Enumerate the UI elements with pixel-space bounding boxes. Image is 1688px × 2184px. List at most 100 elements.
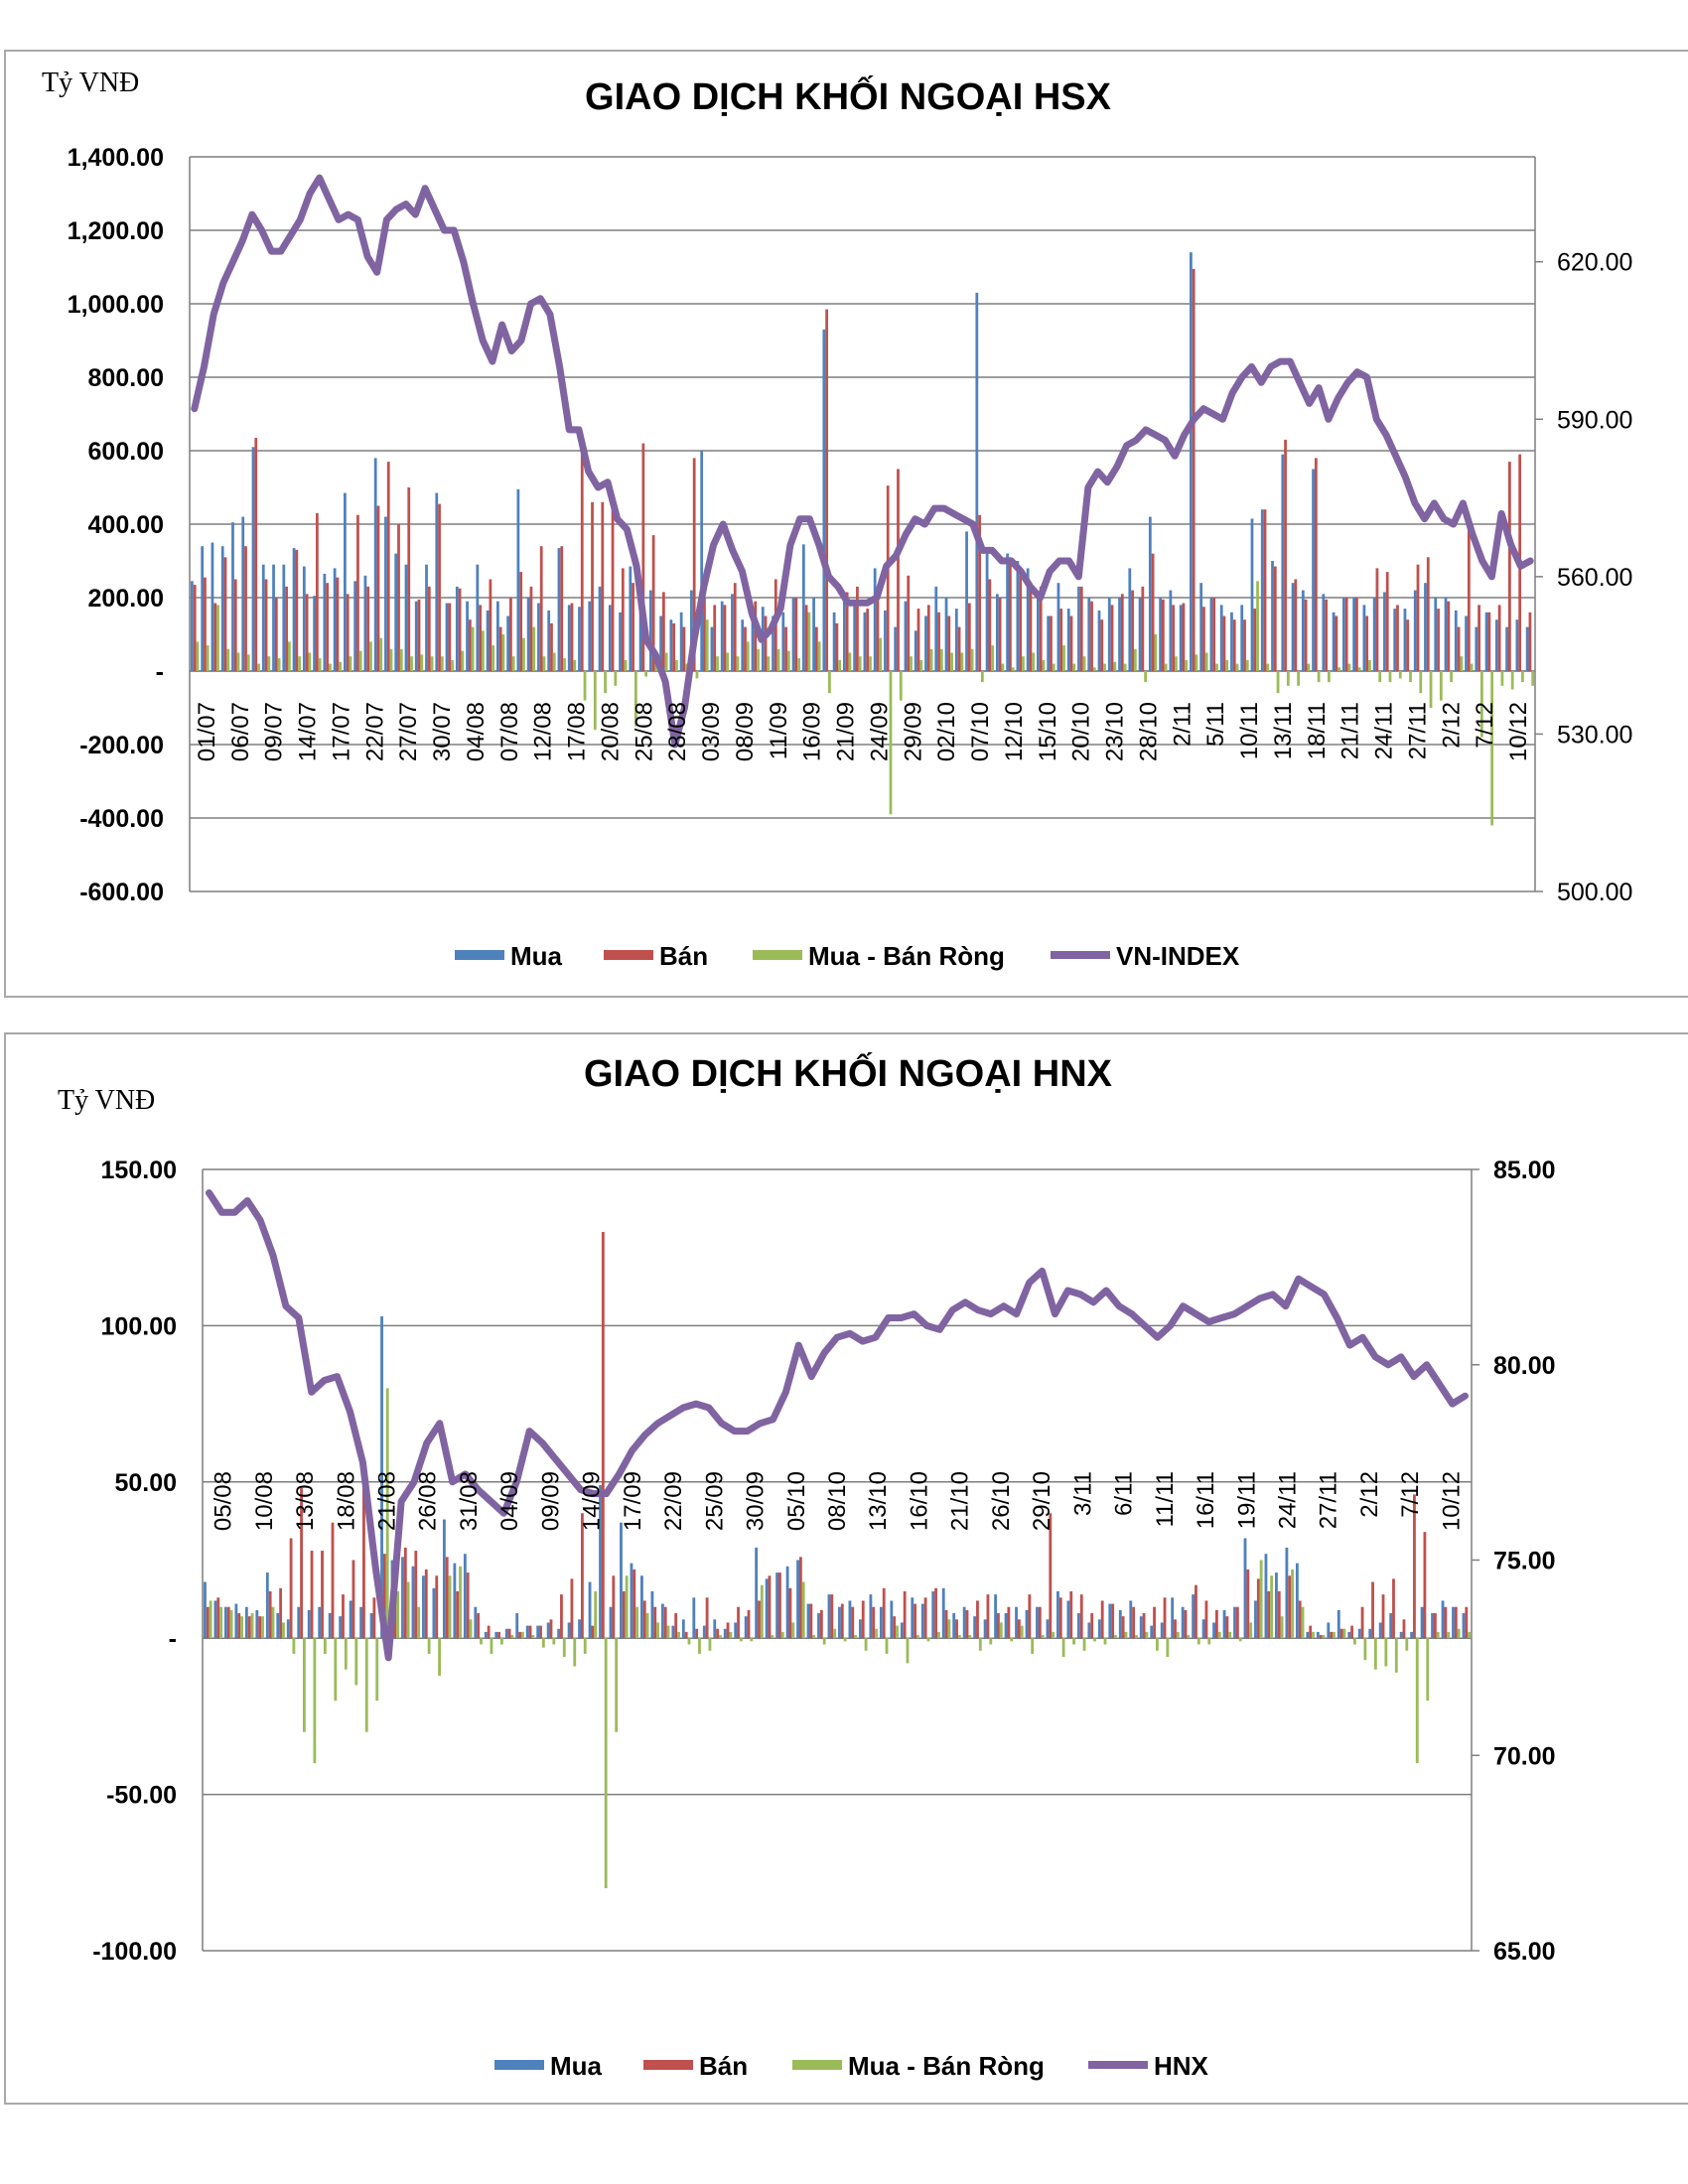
bar-rong	[1312, 1631, 1315, 1639]
bar-mua	[1219, 605, 1223, 671]
bar-rong	[375, 1638, 379, 1702]
bar-ban	[468, 619, 472, 671]
bar-ban	[1039, 586, 1043, 671]
bar-ban	[315, 512, 319, 671]
bar-rong	[1196, 1638, 1200, 1645]
bar-ban	[560, 1594, 563, 1639]
bar-ban	[1309, 1625, 1313, 1639]
bar-mua	[453, 1563, 457, 1639]
x-tick-label: 21/10	[947, 1471, 974, 1531]
bar-rong	[989, 1638, 993, 1645]
bar-mua	[660, 1603, 664, 1639]
bar-ban	[550, 622, 553, 671]
bar-rong	[1175, 656, 1178, 671]
bar-ban	[1402, 1619, 1406, 1639]
bar-mua	[985, 553, 989, 671]
bar-ban	[1069, 1590, 1073, 1639]
bar-rong	[929, 648, 933, 671]
bar-mua	[1357, 1628, 1361, 1639]
bar-mua	[323, 573, 327, 671]
bar-ban	[716, 1628, 719, 1639]
bar-rong	[1460, 656, 1464, 671]
bar-mua	[858, 1619, 862, 1639]
bar-ban	[226, 1606, 230, 1639]
y-tick-label: 400.00	[88, 511, 164, 539]
bar-rong	[1328, 671, 1331, 683]
bar-rong	[1450, 671, 1453, 683]
bar-ban	[264, 579, 268, 671]
bar-mua	[213, 1600, 217, 1639]
bar-ban	[352, 1560, 355, 1639]
x-tick-label: 03/09	[698, 702, 725, 761]
bar-rong	[750, 1638, 754, 1642]
bar-rong	[1394, 1638, 1398, 1673]
x-tick-label: 12/10	[1001, 702, 1028, 761]
bar-mua	[648, 590, 652, 671]
bar-rong	[1082, 656, 1086, 671]
x-tick-label: 29/10	[1029, 1471, 1055, 1531]
bar-rong	[705, 619, 709, 671]
bar-ban	[1100, 1600, 1104, 1639]
bar-ban	[321, 1551, 324, 1639]
bar-ban	[233, 579, 237, 671]
bar-mua	[394, 553, 398, 671]
bar-rong	[1322, 1635, 1326, 1639]
bar-rong	[323, 1638, 327, 1654]
bar-ban	[1132, 1606, 1136, 1639]
x-tick-label: 08/10	[824, 1471, 851, 1531]
bar-ban	[1335, 615, 1338, 671]
bar-ban	[876, 599, 880, 671]
bar-mua	[302, 566, 306, 671]
bar-mua	[1295, 1563, 1299, 1639]
bar-rong	[698, 1638, 701, 1654]
bar-rong	[1429, 671, 1433, 708]
bar-rong	[1225, 659, 1229, 671]
bar-mua	[318, 1606, 322, 1639]
bar-mua	[1465, 615, 1468, 671]
bar-rong	[522, 637, 525, 671]
bar-mua	[755, 1547, 759, 1639]
bar-rong	[1259, 1560, 1263, 1639]
bar-rong	[1235, 663, 1239, 671]
bar-mua	[731, 594, 734, 671]
bar-mua	[435, 492, 439, 671]
x-tick-label: 21/11	[1337, 702, 1364, 759]
bar-mua	[681, 1619, 685, 1639]
bar-mua	[1420, 1606, 1424, 1639]
bar-rong	[563, 658, 566, 671]
bar-ban	[856, 586, 859, 671]
bar-mua	[710, 626, 714, 671]
bar-rong	[1052, 1631, 1055, 1639]
bar-rong	[1352, 1638, 1356, 1645]
bar-ban	[1232, 619, 1236, 671]
bar-rong	[364, 1638, 368, 1732]
bar-mua	[941, 1587, 945, 1639]
bar-mua	[822, 329, 826, 671]
x-tick-label: 07/10	[967, 702, 994, 761]
bar-ban	[424, 1569, 428, 1639]
bar-mua	[1056, 1590, 1059, 1639]
x-tick-label: 30/09	[743, 1471, 770, 1531]
x-tick-label: 17/08	[564, 702, 591, 761]
bar-ban	[663, 1606, 667, 1639]
bar-ban	[458, 588, 462, 671]
bar-rong	[1297, 671, 1300, 686]
bar-mua	[962, 1606, 966, 1639]
bar-mua	[1389, 1613, 1393, 1639]
bar-mua	[1285, 1547, 1289, 1639]
bar-ban	[1235, 1606, 1239, 1639]
bar-mua	[1066, 1600, 1070, 1639]
bar-ban	[1314, 458, 1318, 671]
bar-rong	[807, 612, 811, 671]
bar-mua	[934, 586, 938, 671]
bar-mua	[806, 1603, 810, 1639]
x-tick-label: 08/09	[732, 702, 759, 761]
bar-rong	[389, 648, 393, 671]
bar-mua	[588, 601, 592, 671]
bar-mua	[1275, 1572, 1278, 1639]
bar-mua	[620, 1522, 623, 1639]
bar-ban	[1267, 1590, 1271, 1639]
bar-ban	[356, 514, 359, 671]
bar-rong	[240, 1616, 243, 1639]
bar-ban	[1110, 605, 1114, 671]
